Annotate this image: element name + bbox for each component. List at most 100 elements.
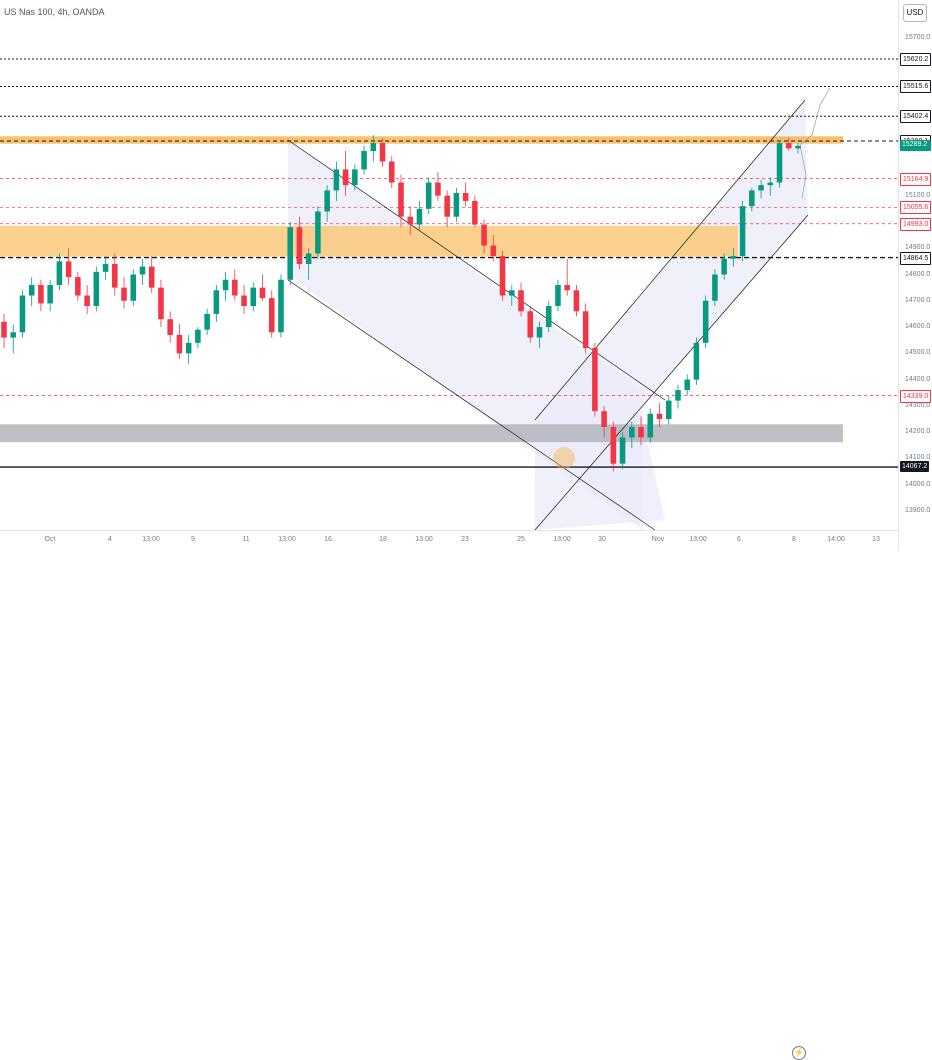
candle-body-21 — [195, 329, 201, 343]
candle-body-39 — [361, 150, 367, 170]
time-axis[interactable]: ⚡ Oct 4 13:00 9 11 13:00 16 18 13:00 23 25 13:00 30 N… — [0, 530, 898, 1060]
uptrend-channel-upper — [534, 99, 806, 421]
candle-body-6 — [56, 261, 63, 286]
candle-body-82 — [758, 185, 764, 191]
candle-body-53 — [490, 245, 497, 257]
candle-body-56 — [518, 290, 524, 312]
time-tick-label: 9 — [191, 536, 195, 543]
time-tick-label: 13:00 — [142, 536, 160, 543]
candle-body-57 — [527, 311, 534, 338]
candle-body-7 — [65, 261, 72, 278]
level-price-label: 14864.5 — [900, 251, 932, 265]
candle-body-84 — [776, 143, 783, 183]
level-price-label: 15164.9 — [900, 172, 932, 186]
candle-body-83 — [767, 182, 774, 186]
price-tick-label: 13900.0 — [905, 507, 931, 514]
candle-body-66 — [610, 426, 617, 464]
candle-body-35 — [324, 190, 330, 212]
downtrend-channel-lower — [287, 279, 656, 530]
price-tick-label: 15700.0 — [905, 34, 931, 41]
level-price-label: 15515.6 — [900, 80, 932, 94]
level-price-label: 15055.6 — [900, 201, 932, 215]
candle-body-61 — [564, 285, 570, 291]
candle-body-9 — [84, 295, 90, 307]
candle-body-68 — [629, 426, 635, 438]
chart-area[interactable]: US Nas 100, 4h, OANDA — [0, 0, 898, 530]
candle-body-49 — [453, 193, 460, 217]
candle-body-85 — [785, 143, 792, 149]
time-tick-label: 18 — [379, 536, 387, 543]
candle-body-25 — [232, 279, 238, 296]
candle-body-17 — [158, 287, 164, 320]
time-tick-label: 11 — [242, 536, 250, 543]
projection-arrow-down — [799, 144, 807, 199]
time-tick-label: 13:00 — [689, 536, 707, 543]
candle-body-67 — [619, 437, 626, 464]
candle-body-45 — [416, 208, 423, 225]
candle-body-73 — [675, 390, 681, 401]
time-tick-label: 14:00 — [827, 536, 845, 543]
candle-body-42 — [388, 161, 395, 183]
candle-body-86 — [795, 145, 801, 149]
price-tick-label: 14000.0 — [905, 480, 931, 488]
candle-body-3 — [28, 285, 35, 296]
time-tick-label: 8 — [792, 536, 796, 543]
price-tick-label: 14800.0 — [905, 270, 931, 278]
candle-body-20 — [185, 342, 192, 354]
lightning-icon[interactable]: ⚡ — [792, 1046, 806, 1060]
candle-body-38 — [352, 169, 358, 186]
candle-body-0 — [1, 321, 7, 338]
candle-body-63 — [582, 311, 589, 349]
candle-body-14 — [130, 274, 137, 301]
price-tick-label: 14300.0 — [905, 401, 931, 409]
uptrend-channel-fill — [535, 100, 808, 530]
candle-body-80 — [739, 206, 746, 257]
candle-body-2 — [19, 295, 26, 333]
level-price-label: 14993.0 — [900, 217, 932, 231]
time-tick-label: 13:00 — [278, 536, 296, 543]
candle-body-47 — [435, 182, 441, 196]
candle-body-54 — [499, 256, 506, 296]
candle-body-15 — [139, 266, 146, 275]
candle-body-50 — [462, 193, 469, 201]
candle-body-34 — [315, 211, 321, 254]
price-tick-label: 14200.0 — [905, 428, 931, 436]
level-price-label: 14067.2 — [900, 461, 930, 473]
candle-body-48 — [444, 195, 450, 217]
candle-body-29 — [268, 298, 275, 333]
uptrend-channel-lower — [534, 214, 809, 530]
candle-body-41 — [379, 143, 386, 162]
candle-body-76 — [702, 300, 709, 343]
zone-rect-1 — [0, 225, 738, 257]
price-tick-label: 14900.0 — [905, 244, 931, 252]
price-chart[interactable] — [0, 0, 898, 530]
candle-body-11 — [102, 263, 109, 272]
level-price-label: 15620.2 — [900, 52, 932, 66]
projection-arrow-up — [799, 87, 831, 146]
price-tick-label: 14100.0 — [905, 454, 931, 462]
symbol-title: US Nas 100, 4h, OANDA — [4, 7, 105, 17]
swing-low-marker — [553, 447, 575, 469]
candle-body-4 — [38, 285, 44, 304]
candle-body-55 — [509, 290, 515, 296]
time-tick-label: 13:00 — [553, 536, 571, 543]
candle-body-23 — [213, 290, 220, 314]
time-tick-label: 4 — [108, 536, 112, 543]
price-tick-label: 14600.0 — [905, 323, 931, 331]
candle-body-71 — [656, 413, 663, 420]
time-tick-label: Nov — [651, 536, 665, 543]
candle-body-12 — [112, 263, 118, 288]
candle-body-79 — [730, 256, 737, 259]
candle-body-32 — [296, 227, 303, 264]
time-tick-label: 23 — [461, 536, 469, 543]
candle-body-62 — [573, 290, 580, 312]
candle-body-19 — [176, 334, 183, 354]
currency-button[interactable]: USD — [903, 4, 927, 22]
candle-body-74 — [684, 379, 690, 391]
candle-body-10 — [93, 271, 100, 307]
candle-body-52 — [481, 224, 487, 246]
price-tick-label: 15100.0 — [905, 191, 931, 199]
zone-rect-0 — [0, 136, 843, 144]
candle-body-44 — [407, 216, 414, 225]
candle-body-81 — [749, 190, 755, 207]
